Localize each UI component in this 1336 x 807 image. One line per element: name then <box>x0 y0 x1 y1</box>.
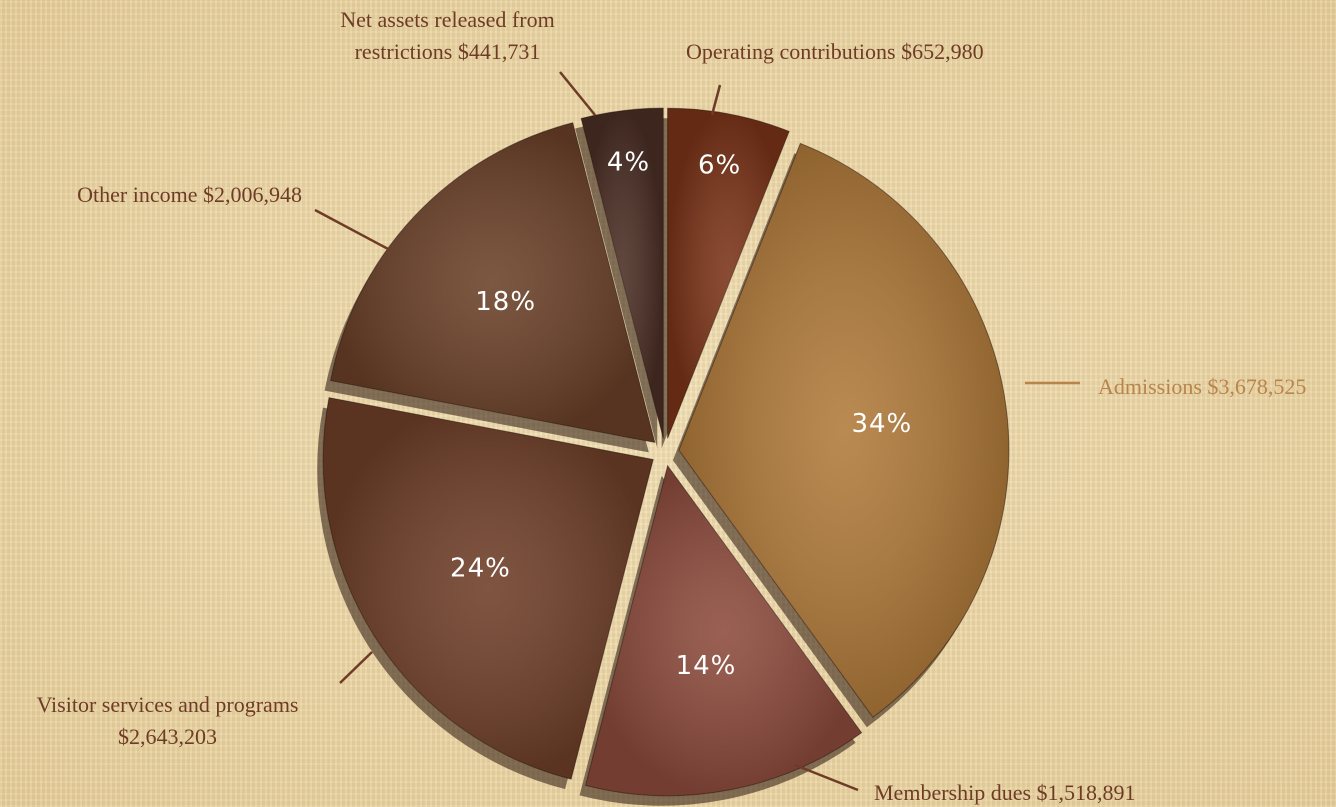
slice-shade <box>330 122 655 443</box>
slice-label: Membership dues $1,518,891 <box>874 780 1136 805</box>
slice-shade <box>667 108 790 439</box>
slice-shade <box>581 108 664 439</box>
slice-label: Operating contributions $652,980 <box>686 39 984 64</box>
leader-line <box>339 651 373 684</box>
leader-line <box>710 84 722 116</box>
leader-line <box>559 71 596 116</box>
percent-label: 4% <box>607 148 650 178</box>
slice-shade <box>323 397 654 780</box>
leader-line <box>794 763 859 792</box>
slice-label: Net assets released from restrictions $4… <box>340 7 555 64</box>
slice-label: Admissions $3,678,525 <box>1098 374 1307 399</box>
percent-label: 14% <box>676 651 737 681</box>
slice-label: Visitor services and programs $2,643,203 <box>36 692 299 749</box>
percent-label: 6% <box>698 150 741 180</box>
leader-line <box>314 208 391 252</box>
percent-label: 18% <box>475 287 536 317</box>
percent-label: 34% <box>851 409 912 439</box>
percent-label: 24% <box>450 554 511 584</box>
slice-shade <box>678 143 1009 718</box>
slice-label: Other income $2,006,948 <box>77 182 302 207</box>
slice-shade <box>585 465 862 796</box>
